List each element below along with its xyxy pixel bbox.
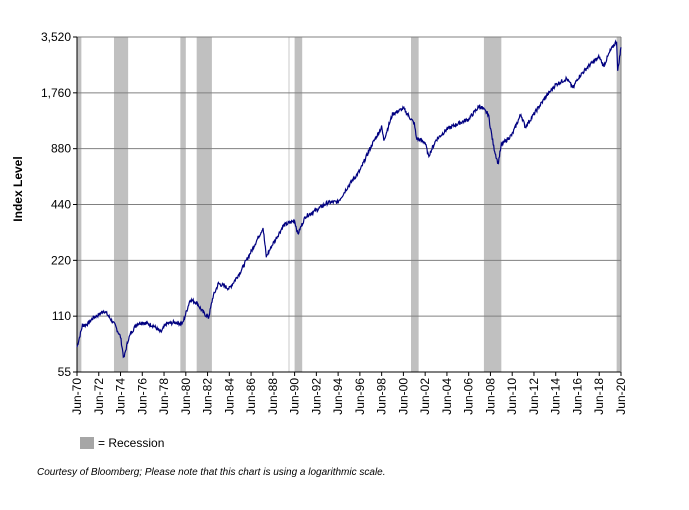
x-tick-label: Jun-08 — [483, 378, 497, 415]
x-tick-label: Jun-84 — [222, 378, 236, 415]
y-tick-label: 3,520 — [41, 30, 71, 44]
x-tick-label: Jun-70 — [70, 378, 84, 415]
footnote: Courtesy of Bloomberg; Please note that … — [37, 467, 386, 478]
y-tick-label: 55 — [58, 365, 72, 379]
y-axis-label: Index Level — [11, 156, 25, 222]
y-tick-label: 880 — [51, 142, 71, 156]
x-tick-label: Jun-88 — [266, 378, 280, 415]
y-tick-label: 220 — [51, 253, 71, 267]
legend: = Recession — [80, 436, 164, 450]
x-tick-label: Jun-96 — [353, 378, 367, 415]
x-tick-label: Jun-16 — [570, 378, 584, 415]
x-tick-label: Jun-02 — [418, 378, 432, 415]
x-tick-label: Jun-94 — [331, 378, 345, 415]
y-tick-label: 110 — [52, 309, 71, 323]
x-tick-label: Jun-90 — [288, 378, 302, 415]
y-tick-label: 1,760 — [41, 86, 71, 100]
x-tick-label: Jun-98 — [375, 378, 389, 415]
x-tick-label: Jun-86 — [244, 378, 258, 415]
legend-swatch-recession — [80, 437, 94, 449]
x-tick-label: Jun-18 — [592, 378, 606, 415]
x-tick-label: Jun-12 — [527, 378, 541, 415]
x-tick-label: Jun-14 — [549, 378, 563, 415]
x-tick-label: Jun-06 — [462, 378, 476, 415]
legend-label: = Recession — [98, 436, 165, 450]
x-tick-label: Jun-72 — [92, 378, 106, 415]
x-tick-label: Jun-80 — [179, 378, 193, 415]
series-line-index-level — [76, 39, 622, 359]
x-tick-label: Jun-76 — [135, 378, 149, 415]
x-tick-label: Jun-10 — [505, 378, 519, 415]
y-tick-label: 440 — [51, 198, 71, 212]
x-tick-label: Jun-04 — [440, 378, 454, 415]
x-tick-label: Jun-20 — [614, 378, 628, 415]
x-tick-label: Jun-82 — [201, 378, 215, 415]
x-tick-label: Jun-74 — [114, 378, 128, 415]
x-tick-label: Jun-00 — [396, 378, 410, 415]
x-tick-label: Jun-92 — [309, 378, 323, 415]
x-tick-label: Jun-78 — [157, 378, 171, 415]
